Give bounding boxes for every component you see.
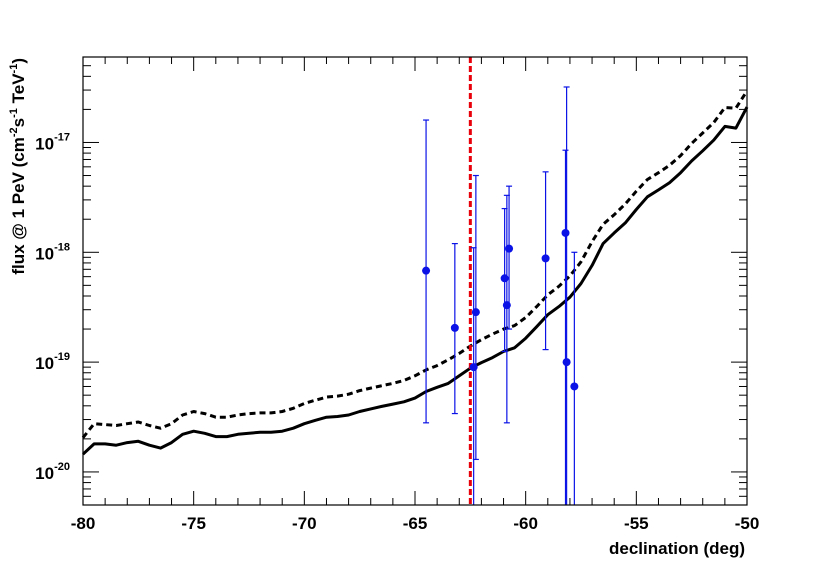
y-tick-exp: -18 [54,241,70,253]
data-point [541,254,550,263]
data-point [562,358,571,367]
y-tick-exp: -19 [54,351,70,363]
data-point [570,382,579,391]
axis-ticks [82,56,748,506]
y-tick-base: 10 [35,244,54,263]
data-point [471,308,480,317]
y-axis-title-suffix: ) [9,58,28,64]
y-tick-label: 10-18 [35,241,70,263]
y-axis-title: flux @ 1 PeV (cm-2s-1 TeV-1) [8,58,28,275]
data-point [450,323,459,332]
x-tick-label: -75 [181,514,206,533]
solid-series-line [81,106,749,456]
y-axis-title-mid2: TeV [9,73,28,108]
plot-area [81,57,749,505]
y-tick-base: 10 [35,354,54,373]
y-tick-base: 10 [35,134,54,153]
y-axis-title-exp1: -2 [8,127,20,137]
data-point [561,228,570,237]
y-axis-title-exp2: -1 [8,108,20,118]
y-tick-label: 10-19 [35,351,70,373]
x-tick-label: -65 [403,514,428,533]
dashed-series-line [81,90,749,439]
x-tick-label: -80 [71,514,96,533]
data-point [422,266,431,275]
x-tick-label: -50 [735,514,760,533]
x-tick-label: -55 [624,514,649,533]
data-point [505,244,514,253]
y-axis-title-exp3: -1 [8,64,20,74]
y-axis-title-mid1: s [9,118,28,127]
y-tick-exp: -20 [54,461,70,473]
y-tick-exp: -17 [54,131,70,143]
plot-frame [82,56,748,506]
y-tick-base: 10 [35,464,54,483]
x-tick-label: -60 [513,514,538,533]
y-tick-label: 10-17 [35,131,70,153]
tick-labels: -80 -75 -70 -65 -60 -55 -5010-2010-1910-1810-1… [35,131,759,533]
y-tick-label: 10-20 [35,461,70,483]
x-axis-title: declination (deg) [609,539,745,558]
x-tick-label: -70 [292,514,317,533]
y-axis-title-prefix: flux @ 1 PeV (cm [9,137,28,275]
